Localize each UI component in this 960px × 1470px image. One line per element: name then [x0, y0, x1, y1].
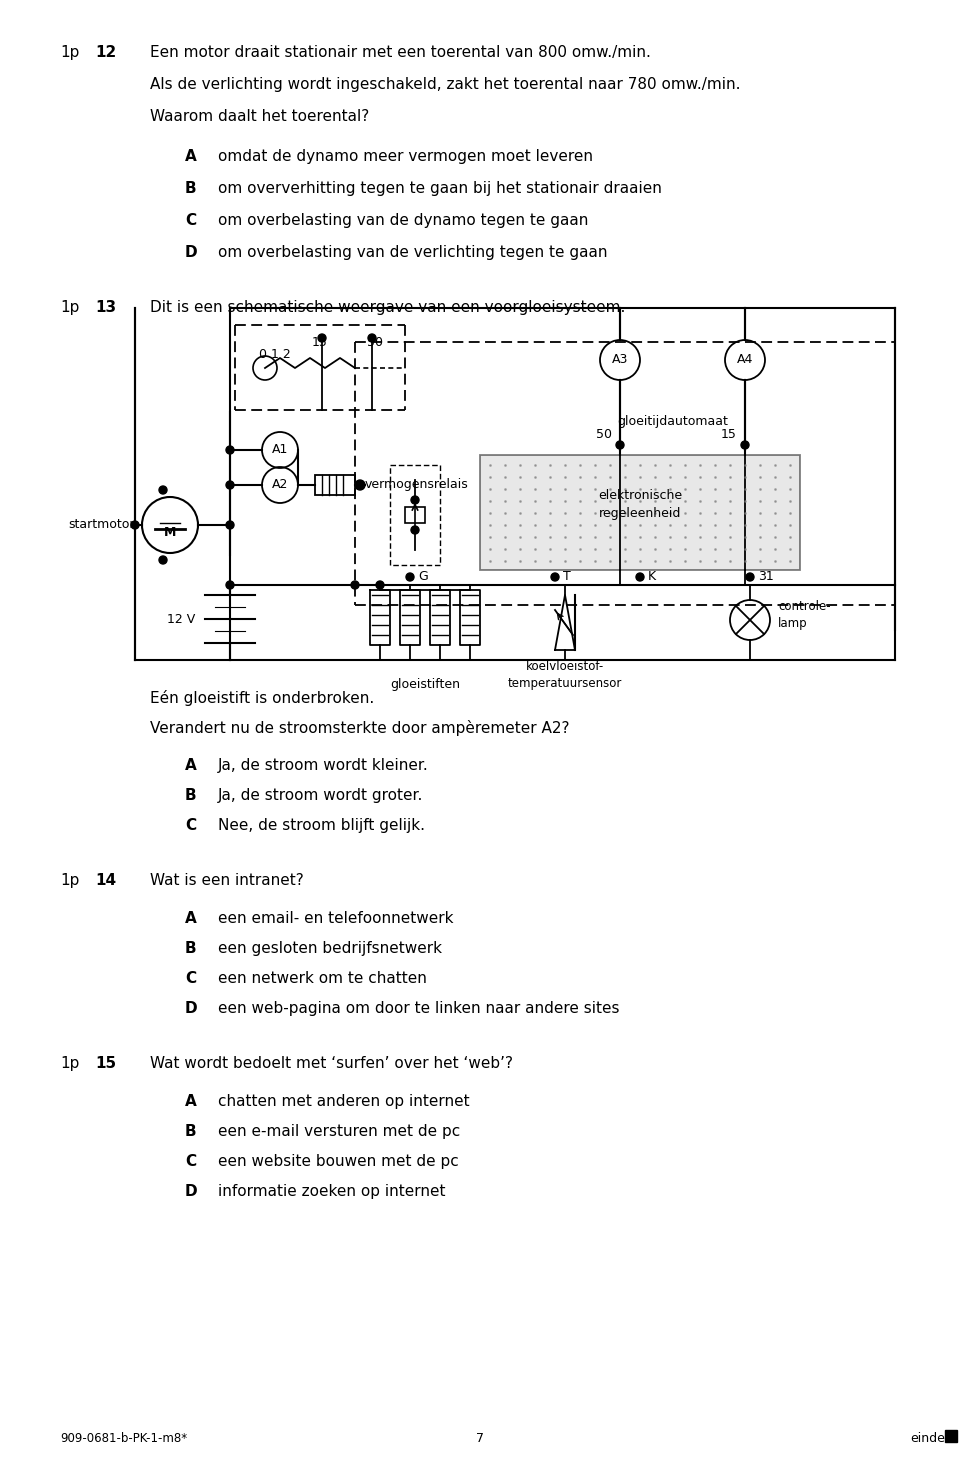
Bar [315, 475, 355, 495]
Circle shape [746, 573, 754, 581]
Text: chatten met anderen op internet: chatten met anderen op internet [218, 1094, 469, 1108]
Text: Een motor draait stationair met een toerental van 800 omw./min.: Een motor draait stationair met een toer… [150, 46, 651, 60]
Text: 909-0681-b-PK-1-m8*: 909-0681-b-PK-1-m8* [60, 1432, 187, 1445]
Circle shape [636, 573, 644, 581]
Text: C: C [185, 213, 196, 228]
Circle shape [406, 573, 414, 581]
Text: om oververhitting tegen te gaan bij het stationair draaien: om oververhitting tegen te gaan bij het … [218, 181, 661, 196]
Text: controle-
lamp: controle- lamp [778, 600, 830, 631]
Text: Als de verlichting wordt ingeschakeld, zakt het toerental naar 780 omw./min.: Als de verlichting wordt ingeschakeld, z… [150, 76, 740, 93]
Circle shape [159, 487, 167, 494]
Text: Verandert nu de stroomsterkte door ampèremeter A2?: Verandert nu de stroomsterkte door ampèr… [150, 720, 569, 736]
Text: A: A [185, 148, 197, 165]
Text: Wat is een intranet?: Wat is een intranet? [150, 873, 303, 888]
Circle shape [226, 481, 234, 490]
Text: Eén gloeistift is onderbroken.: Eén gloeistift is onderbroken. [150, 689, 374, 706]
Text: Nee, de stroom blijft gelijk.: Nee, de stroom blijft gelijk. [218, 817, 425, 833]
Text: D: D [185, 245, 198, 260]
Text: B: B [185, 788, 197, 803]
Text: 50: 50 [367, 335, 383, 348]
Bar [945, 1430, 957, 1442]
Text: B: B [185, 181, 197, 196]
Text: 1p: 1p [60, 46, 80, 60]
Text: 15: 15 [312, 335, 328, 348]
Circle shape [376, 581, 384, 589]
Text: D: D [185, 1183, 198, 1200]
Circle shape [355, 481, 365, 490]
Text: 15: 15 [95, 1055, 116, 1072]
Text: gloeitijdautomaat: gloeitijdautomaat [617, 415, 728, 428]
Text: einde: einde [910, 1432, 945, 1445]
Text: Dit is een schematische weergave van een voorgloeisysteem.: Dit is een schematische weergave van een… [150, 300, 625, 315]
Circle shape [368, 334, 376, 343]
Text: om overbelasting van de dynamo tegen te gaan: om overbelasting van de dynamo tegen te … [218, 213, 588, 228]
Text: 31: 31 [758, 570, 774, 584]
Text: C: C [185, 817, 196, 833]
Circle shape [351, 581, 359, 589]
Circle shape [226, 520, 234, 529]
Text: 15: 15 [721, 428, 737, 441]
Text: 50: 50 [596, 428, 612, 441]
Bar [405, 507, 425, 523]
Text: Wat wordt bedoelt met ‘surfen’ over het ‘web’?: Wat wordt bedoelt met ‘surfen’ over het … [150, 1055, 513, 1072]
Text: elektronische
regeleenheid: elektronische regeleenheid [598, 490, 682, 520]
Text: 0 1 2: 0 1 2 [259, 348, 291, 362]
Text: een gesloten bedrijfsnetwerk: een gesloten bedrijfsnetwerk [218, 941, 442, 956]
Text: 1p: 1p [60, 300, 80, 315]
Text: een netwerk om te chatten: een netwerk om te chatten [218, 972, 427, 986]
Text: 13: 13 [95, 300, 116, 315]
Text: een email- en telefoonnetwerk: een email- en telefoonnetwerk [218, 911, 453, 926]
Bar [480, 456, 800, 570]
Text: B: B [185, 1125, 197, 1139]
Text: gloeistiften: gloeistiften [390, 678, 460, 691]
Text: A2: A2 [272, 479, 288, 491]
Circle shape [226, 581, 234, 589]
Text: Ja, de stroom wordt groter.: Ja, de stroom wordt groter. [218, 788, 423, 803]
Text: B: B [185, 941, 197, 956]
Text: C: C [185, 1154, 196, 1169]
Text: A4: A4 [737, 353, 754, 366]
Text: K: K [648, 570, 656, 584]
Text: Ja, de stroom wordt kleiner.: Ja, de stroom wordt kleiner. [218, 759, 429, 773]
Text: 14: 14 [95, 873, 116, 888]
Circle shape [616, 441, 624, 448]
Text: koelvloeistof-
temperatuursensor: koelvloeistof- temperatuursensor [508, 660, 622, 689]
Text: 12 V: 12 V [167, 613, 195, 626]
Text: startmotor: startmotor [68, 519, 135, 532]
Circle shape [131, 520, 139, 529]
Text: A1: A1 [272, 444, 288, 457]
Circle shape [411, 495, 419, 504]
Text: T: T [563, 570, 571, 584]
Text: Waarom daalt het toerental?: Waarom daalt het toerental? [150, 109, 370, 123]
Text: M: M [164, 525, 177, 538]
Text: A: A [185, 1094, 197, 1108]
Text: G: G [418, 570, 428, 584]
Circle shape [741, 441, 749, 448]
Circle shape [318, 334, 326, 343]
Text: A: A [185, 759, 197, 773]
Text: een e-mail versturen met de pc: een e-mail versturen met de pc [218, 1125, 460, 1139]
Text: A: A [185, 911, 197, 926]
Circle shape [551, 573, 559, 581]
Text: een website bouwen met de pc: een website bouwen met de pc [218, 1154, 459, 1169]
Circle shape [226, 445, 234, 454]
Text: vermogensrelais: vermogensrelais [365, 479, 468, 491]
Text: om overbelasting van de verlichting tegen te gaan: om overbelasting van de verlichting tege… [218, 245, 608, 260]
Text: omdat de dynamo meer vermogen moet leveren: omdat de dynamo meer vermogen moet lever… [218, 148, 593, 165]
Circle shape [159, 556, 167, 564]
Circle shape [411, 526, 419, 534]
Text: A3: A3 [612, 353, 628, 366]
Text: informatie zoeken op internet: informatie zoeken op internet [218, 1183, 445, 1200]
Text: 1p: 1p [60, 1055, 80, 1072]
Text: C: C [185, 972, 196, 986]
Text: 12: 12 [95, 46, 116, 60]
Text: D: D [185, 1001, 198, 1016]
Text: een web-pagina om door te linken naar andere sites: een web-pagina om door te linken naar an… [218, 1001, 619, 1016]
Text: 7: 7 [476, 1432, 484, 1445]
Text: 1p: 1p [60, 873, 80, 888]
